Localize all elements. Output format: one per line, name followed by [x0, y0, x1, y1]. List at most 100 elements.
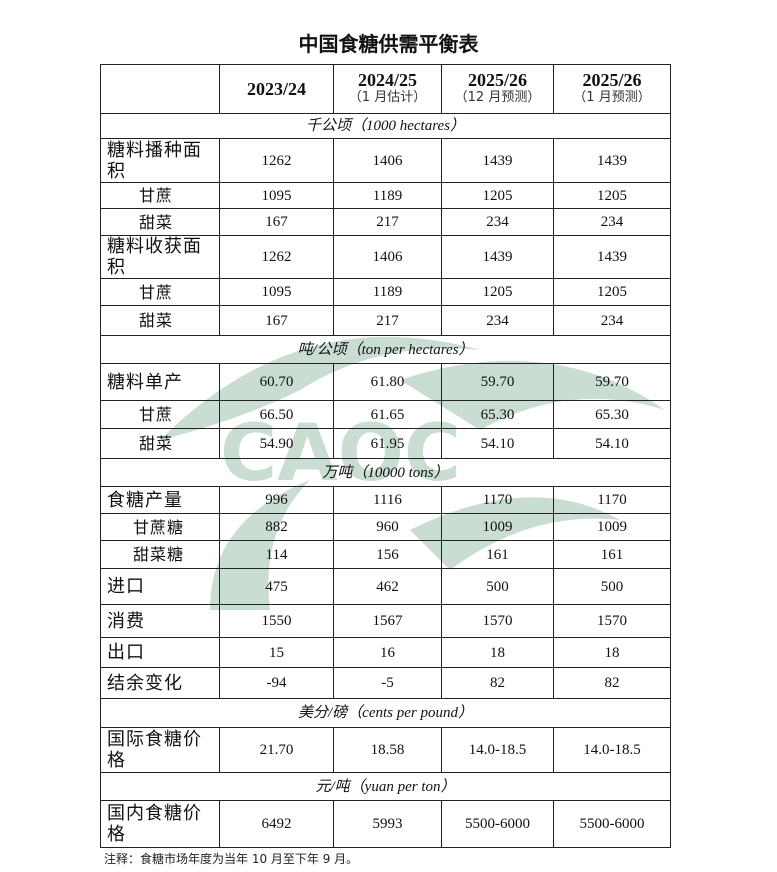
row-label: 甜菜 [100, 305, 220, 336]
value-cell: 234 [441, 208, 554, 236]
value-cell: 996 [219, 486, 334, 514]
value-cell: 82 [553, 667, 671, 699]
table-row: 食糖产量 996 1116 1170 1170 [100, 486, 671, 514]
table-row: 甜菜 167 217 234 234 [100, 305, 671, 336]
table-row: 甘蔗糖 882 960 1009 1009 [100, 513, 671, 541]
row-label: 甜菜 [100, 428, 220, 459]
value-cell: 61.95 [333, 428, 442, 459]
value-cell: 1116 [333, 486, 442, 514]
value-cell: 65.30 [553, 400, 671, 429]
row-label: 甘蔗 [100, 182, 220, 209]
table-row: 甘蔗 1095 1189 1205 1205 [100, 278, 671, 306]
unit-row: 万吨（10000 tons） [100, 458, 671, 487]
document-title: 中国食糖供需平衡表 [298, 32, 479, 56]
value-cell: 1439 [553, 235, 671, 279]
value-cell: 167 [219, 208, 334, 236]
row-label: 甘蔗 [100, 400, 220, 429]
table-row: 结余变化 -94 -5 82 82 [100, 667, 671, 699]
row-label: 糖料播种面积 [100, 138, 220, 183]
value-cell: 1009 [441, 513, 554, 541]
value-cell: 475 [219, 568, 334, 605]
unit-label: 千公顷（1000 hectares） [100, 113, 671, 139]
value-cell: 82 [441, 667, 554, 699]
row-label: 甘蔗 [100, 278, 220, 306]
value-cell: 1189 [333, 278, 442, 306]
unit-label: 美分/磅（cents per pound） [100, 698, 671, 728]
value-cell: 234 [553, 305, 671, 336]
value-cell: 234 [441, 305, 554, 336]
value-cell: 1205 [553, 278, 671, 306]
row-label: 出口 [100, 637, 220, 668]
header-row: 2023/24 2024/25 （1 月估计） 2025/26 （12 月预测） 2… [100, 64, 671, 114]
value-cell: 161 [553, 540, 671, 569]
value-cell: 1170 [553, 486, 671, 514]
value-cell: -5 [333, 667, 442, 699]
table-row: 甜菜 54.90 61.95 54.10 54.10 [100, 428, 671, 459]
table-row: 糖料单产 60.70 61.80 59.70 59.70 [100, 363, 671, 401]
header-empty-cell [100, 64, 220, 114]
value-cell: 1095 [219, 182, 334, 209]
value-cell: 462 [333, 568, 442, 605]
sugar-balance-table: 2023/24 2024/25 （1 月估计） 2025/26 （12 月预测） 2… [100, 64, 671, 848]
value-cell: 1205 [441, 278, 554, 306]
row-label: 结余变化 [100, 667, 220, 699]
value-cell: 6492 [219, 800, 334, 848]
header-cell: 2024/25 （1 月估计） [333, 64, 442, 114]
unit-label: 万吨（10000 tons） [100, 458, 671, 487]
value-cell: -94 [219, 667, 334, 699]
value-cell: 156 [333, 540, 442, 569]
value-cell: 1439 [441, 235, 554, 279]
value-cell: 1439 [441, 138, 554, 183]
value-cell: 59.70 [553, 363, 671, 401]
value-cell: 234 [553, 208, 671, 236]
header-cell: 2023/24 [219, 64, 334, 114]
value-cell: 18 [441, 637, 554, 668]
value-cell: 14.0-18.5 [553, 727, 671, 773]
value-cell: 217 [333, 305, 442, 336]
row-label: 国际食糖价格 [100, 727, 220, 773]
value-cell: 1189 [333, 182, 442, 209]
table-row: 出口 15 16 18 18 [100, 637, 671, 668]
table-row: 甘蔗 66.50 61.65 65.30 65.30 [100, 400, 671, 429]
table-row: 糖料收获面积 1262 1406 1439 1439 [100, 235, 671, 279]
value-cell: 1170 [441, 486, 554, 514]
value-cell: 1262 [219, 138, 334, 183]
value-cell: 54.10 [441, 428, 554, 459]
value-cell: 500 [441, 568, 554, 605]
value-cell: 60.70 [219, 363, 334, 401]
value-cell: 161 [441, 540, 554, 569]
header-cell: 2025/26 （1 月预测） [553, 64, 671, 114]
value-cell: 18.58 [333, 727, 442, 773]
value-cell: 217 [333, 208, 442, 236]
row-label: 进口 [100, 568, 220, 605]
value-cell: 61.65 [333, 400, 442, 429]
row-label: 糖料单产 [100, 363, 220, 401]
unit-row: 吨/公顷（ton per hectares） [100, 335, 671, 364]
table-row: 甘蔗 1095 1189 1205 1205 [100, 182, 671, 209]
value-cell: 21.70 [219, 727, 334, 773]
value-cell: 5500-6000 [553, 800, 671, 848]
value-cell: 14.0-18.5 [441, 727, 554, 773]
value-cell: 1205 [553, 182, 671, 209]
row-label: 国内食糖价格 [100, 800, 220, 848]
table-row: 国际食糖价格 21.70 18.58 14.0-18.5 14.0-18.5 [100, 727, 671, 773]
unit-row: 美分/磅（cents per pound） [100, 698, 671, 728]
value-cell: 1439 [553, 138, 671, 183]
value-cell: 960 [333, 513, 442, 541]
table-row: 进口 475 462 500 500 [100, 568, 671, 605]
unit-row: 千公顷（1000 hectares） [100, 113, 671, 139]
value-cell: 1262 [219, 235, 334, 279]
value-cell: 1570 [441, 604, 554, 638]
value-cell: 65.30 [441, 400, 554, 429]
value-cell: 114 [219, 540, 334, 569]
value-cell: 1205 [441, 182, 554, 209]
value-cell: 15 [219, 637, 334, 668]
value-cell: 5500-6000 [441, 800, 554, 848]
value-cell: 54.10 [553, 428, 671, 459]
value-cell: 66.50 [219, 400, 334, 429]
value-cell: 1550 [219, 604, 334, 638]
table-row: 国内食糖价格 6492 5993 5500-6000 5500-6000 [100, 800, 671, 848]
unit-label: 吨/公顷（ton per hectares） [100, 335, 671, 364]
table-row: 消费 1550 1567 1570 1570 [100, 604, 671, 638]
value-cell: 61.80 [333, 363, 442, 401]
